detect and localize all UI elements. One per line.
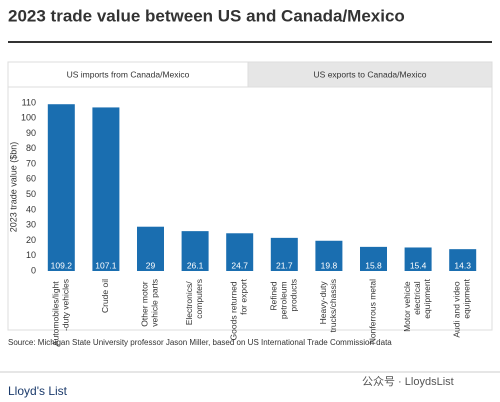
x-tick-label: Automobiles/light -duty vehicles: [51, 279, 71, 346]
watermark: 公众号 · LloydsList: [362, 375, 454, 388]
bar: [404, 247, 432, 271]
bar: [360, 246, 387, 271]
x-tick-label: Refined petroleum products: [269, 279, 299, 319]
x-tick-label: Electronics/ computers: [184, 279, 204, 325]
bar: [315, 240, 343, 271]
title-rule: [8, 41, 492, 43]
bar: [47, 104, 75, 271]
x-tick-label: Audi and video equipment: [452, 278, 472, 337]
tab-label[interactable]: US exports to Canada/Mexico: [314, 69, 427, 79]
bar: [92, 107, 120, 271]
bar: [226, 233, 254, 271]
y-tick-label: 90: [26, 128, 36, 138]
tab-inactive[interactable]: [247, 61, 493, 88]
panel: [7, 61, 493, 331]
bar: [137, 226, 164, 271]
logo: Lloyd's List: [8, 384, 68, 398]
bar: [270, 237, 298, 271]
y-tick-label: 0: [31, 265, 36, 275]
value-label: 107.1: [95, 260, 117, 270]
value-label: 26.1: [187, 260, 204, 270]
bar: [181, 231, 209, 271]
y-tick-label: 10: [26, 250, 36, 260]
value-label: 15.4: [410, 260, 427, 270]
value-label: 24.7: [231, 260, 248, 270]
tab-label[interactable]: US imports from Canada/Mexico: [67, 69, 190, 79]
x-tick-label: Goods returned for export: [229, 278, 249, 340]
y-tick-label: 60: [26, 174, 36, 184]
y-tick-label: 110: [22, 97, 36, 107]
x-tick-label: Crude oil: [100, 279, 110, 313]
y-tick-label: 20: [26, 235, 36, 245]
y-tick-label: 40: [26, 204, 36, 214]
value-label: 19.8: [321, 260, 338, 270]
y-axis-title: 2023 trade value ($bn): [8, 142, 18, 233]
tab-active[interactable]: [7, 61, 249, 88]
y-tick-label: 30: [26, 220, 36, 230]
value-label: 21.7: [276, 260, 293, 270]
x-tick-label: Motor vehicle electrical equipment: [402, 278, 432, 332]
chart-title: 2023 trade value between US and Canada/M…: [8, 6, 405, 25]
y-tick-label: 100: [21, 113, 36, 123]
y-tick-label: 70: [26, 158, 36, 168]
bar: [449, 249, 477, 271]
x-tick-label: Heavy-duty trucks/chassis: [318, 279, 338, 332]
value-label: 14.3: [454, 260, 471, 270]
y-tick-label: 80: [26, 143, 36, 153]
value-label: 109.2: [51, 260, 73, 270]
y-tick-label: 50: [26, 189, 36, 199]
value-label: 15.8: [365, 260, 382, 270]
x-tick-label: Other motor vehicle parts: [140, 279, 160, 327]
source: Source: Michigan State University profes…: [8, 338, 392, 347]
value-label: 29: [146, 260, 156, 270]
x-tick-label: Nonferrous metal: [368, 279, 378, 344]
